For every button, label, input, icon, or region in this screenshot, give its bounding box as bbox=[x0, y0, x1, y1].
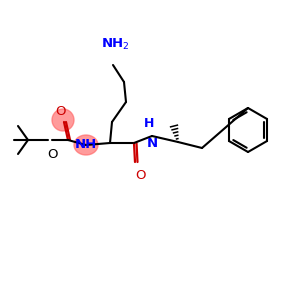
Ellipse shape bbox=[74, 135, 98, 155]
Circle shape bbox=[52, 109, 74, 131]
Text: NH$_2$: NH$_2$ bbox=[100, 37, 129, 52]
Text: O: O bbox=[56, 105, 66, 118]
Text: O: O bbox=[135, 169, 145, 182]
Text: N: N bbox=[146, 137, 158, 150]
Text: H: H bbox=[144, 117, 154, 130]
Text: NH: NH bbox=[75, 139, 97, 152]
Text: O: O bbox=[47, 148, 57, 161]
